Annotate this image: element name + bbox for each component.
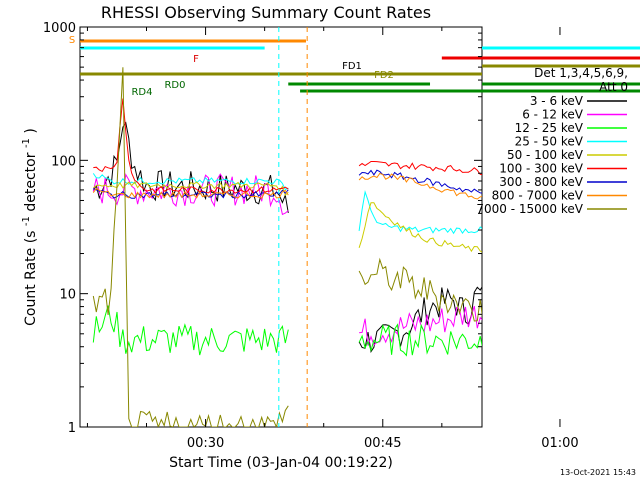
flag-label-s: S [69, 35, 75, 46]
footer-timestamp: 13-Oct-2021 15:43 [560, 468, 636, 477]
series-line-1 [92, 173, 482, 346]
x-axis-label: Start Time (03-Jan-04 00:19:22) [169, 455, 393, 471]
flag-label-rd0: RD0 [164, 80, 185, 91]
y-tick-label: 1 [68, 421, 76, 436]
y-tick-label: 10 [59, 288, 76, 303]
legend-entry-label: 50 - 100 keV [507, 148, 584, 162]
legend-header-2: Att 0 [599, 80, 628, 94]
flags-layer: S F FD1 FD2 RD0 RD4 [69, 35, 640, 98]
series-line-8 [92, 67, 482, 427]
x-tick-label: 01:00 [541, 436, 578, 451]
vlines-layer [278, 27, 308, 427]
y-axis-label-exp: -1 [21, 216, 32, 226]
plot-area [79, 26, 483, 428]
flag-label-rd4: RD4 [131, 87, 152, 98]
legend-entry-label: 7000 - 15000 keV [476, 202, 583, 216]
chart-title: RHESSI Observing Summary Count Rates [101, 3, 431, 22]
legend-entry-label: 800 - 7000 keV [492, 189, 584, 203]
plot-frame [79, 26, 483, 428]
legend-entry-label: 25 - 50 keV [515, 135, 584, 149]
x-tick-label: 00:30 [187, 436, 224, 451]
legend-entry-label: 12 - 25 keV [515, 121, 584, 135]
flag-label-fd2: FD2 [374, 70, 394, 81]
flag-label-fd1: FD1 [342, 61, 362, 72]
legend-entry-label: 6 - 12 keV [522, 108, 584, 122]
series-line-4 [93, 181, 482, 253]
y-tick-label: 1000 [43, 21, 76, 36]
y-axis-label-end: ) [23, 128, 39, 133]
x-tick-label: 00:45 [364, 436, 401, 451]
legend-entry-label: 300 - 800 keV [499, 175, 583, 189]
series-line-2 [92, 305, 482, 357]
series-line-3 [92, 173, 482, 235]
y-tick-label: 100 [51, 154, 76, 169]
series-line-7 [92, 172, 482, 200]
y-axis-label-prefix: Count Rate (s [23, 231, 39, 326]
y-axis-label-exp2: -1 [21, 138, 32, 148]
series-layer [92, 67, 482, 427]
legend-entry-label: 3 - 6 keV [530, 94, 584, 108]
y-axis: 1 10 100 1000 [43, 21, 482, 436]
y-axis-label: Count Rate (s -1 detector -1 ) [17, 128, 39, 326]
y-axis-label-suffix: detector [23, 152, 39, 211]
legend-entry-label: 100 - 300 keV [499, 162, 583, 176]
flag-label-f: F [193, 54, 199, 65]
legend-header-1: Det 1,3,4,5,6,9, [534, 66, 628, 80]
